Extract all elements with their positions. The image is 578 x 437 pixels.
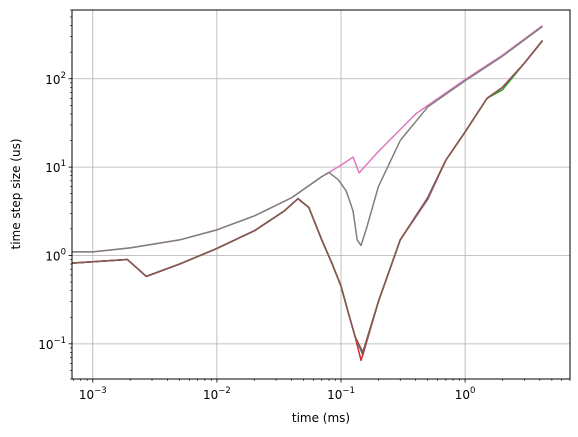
- y-axis-ticks: 10−1 100 101 102: [38, 9, 72, 380]
- y-axis-label: time step size (us): [9, 139, 23, 250]
- series-lines: [71, 24, 544, 362]
- y-tick-label: 10−1: [38, 336, 66, 352]
- x-tick-label: 10−1: [327, 386, 355, 402]
- grid: [72, 10, 570, 379]
- x-tick-label: 100: [455, 386, 476, 402]
- plot-frame: [71, 9, 571, 380]
- series-line-7: [71, 40, 544, 354]
- x-axis-ticks: 10−3 10−2 10−1 100: [73, 379, 571, 402]
- x-axis-label: time (ms): [292, 411, 350, 425]
- x-tick-label: 10−3: [79, 386, 107, 402]
- series-line-2: [72, 25, 543, 253]
- y-tick-label: 102: [45, 71, 66, 87]
- y-tick-label: 100: [45, 247, 66, 263]
- y-tick-label: 101: [45, 159, 66, 175]
- x-tick-label: 10−2: [203, 386, 231, 402]
